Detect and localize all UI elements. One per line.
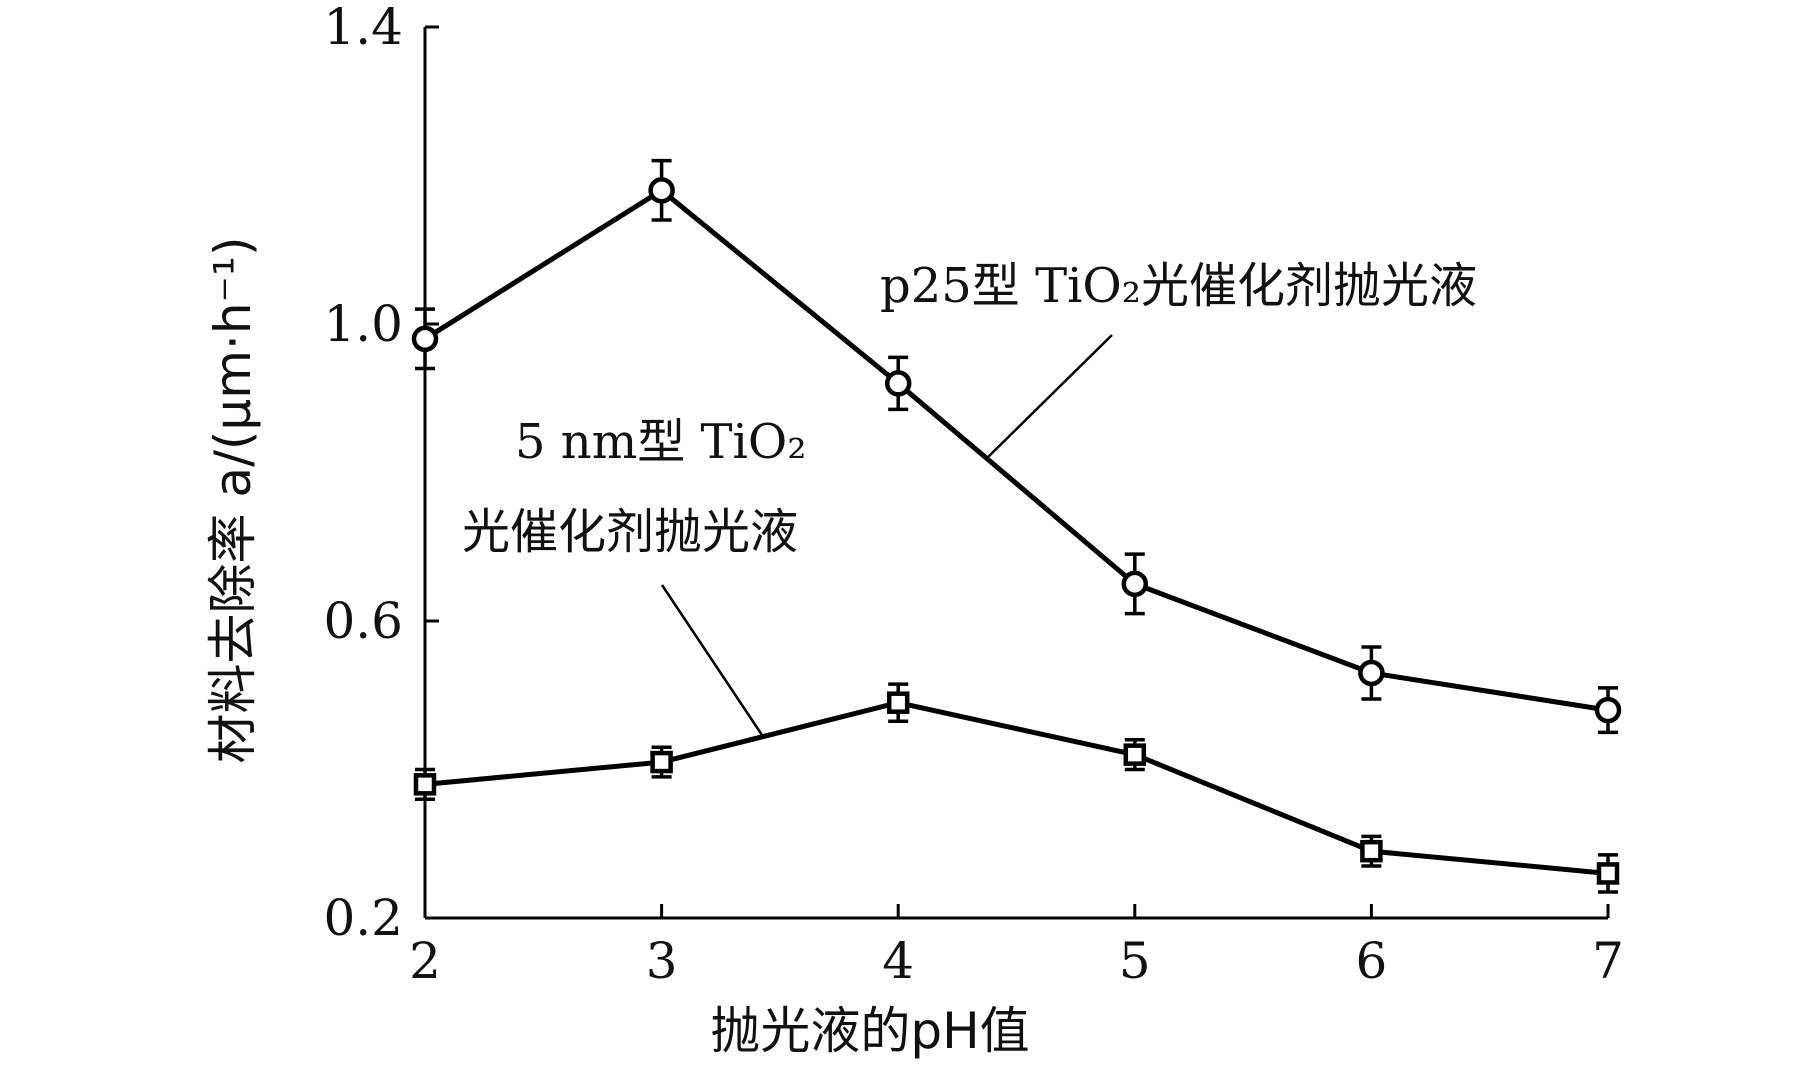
y-tick-label: 0.6 — [323, 592, 403, 650]
p25-series-annotation: p25型 TiO₂光催化剂抛光液 — [880, 258, 1477, 314]
x-tick-label: 7 — [1592, 932, 1624, 990]
x-tick-label: 4 — [882, 932, 914, 990]
x-tick-label: 5 — [1119, 932, 1151, 990]
x-axis-label: 抛光液的pH值 — [710, 1002, 1029, 1060]
y-axis-label: 材料去除率 a/(μm·h⁻¹) — [204, 237, 262, 764]
data-point-square — [413, 773, 437, 796]
y-tick-label: 1.4 — [323, 0, 403, 56]
data-point-circle — [884, 370, 912, 397]
data-point-circle — [411, 325, 439, 353]
nm5-annotation-leader — [660, 584, 764, 736]
data-point-square — [650, 750, 673, 774]
data-point-circle — [1121, 570, 1149, 598]
data-point-circle — [648, 177, 675, 204]
series-line — [423, 187, 1609, 713]
series-nm5 — [413, 682, 1620, 894]
data-point-square — [886, 691, 910, 714]
nm5-series-annotation-line1: 5 nm型 TiO₂ — [515, 414, 806, 470]
data-point-square — [1360, 839, 1383, 863]
x-tick-label: 3 — [646, 932, 678, 990]
series-line — [424, 700, 1609, 876]
data-point-circle — [1358, 659, 1385, 687]
axes: 0.2 0.6 1.0 1.4 2 3 4 5 6 7 — [323, 0, 1623, 990]
x-tick-label: 2 — [409, 932, 441, 990]
x-tick-label: 6 — [1355, 932, 1387, 990]
data-point-square — [1123, 743, 1147, 766]
y-tick-label: 0.2 — [323, 889, 403, 947]
y-tick-label: 1.0 — [323, 295, 403, 353]
series-layer — [411, 158, 1622, 894]
data-point-square — [1596, 862, 1620, 885]
p25-annotation-leader — [984, 334, 1113, 461]
data-point-circle — [1594, 696, 1622, 724]
series-p25 — [411, 158, 1622, 735]
nm5-series-annotation-line2: 光催化剂抛光液 — [462, 504, 798, 560]
